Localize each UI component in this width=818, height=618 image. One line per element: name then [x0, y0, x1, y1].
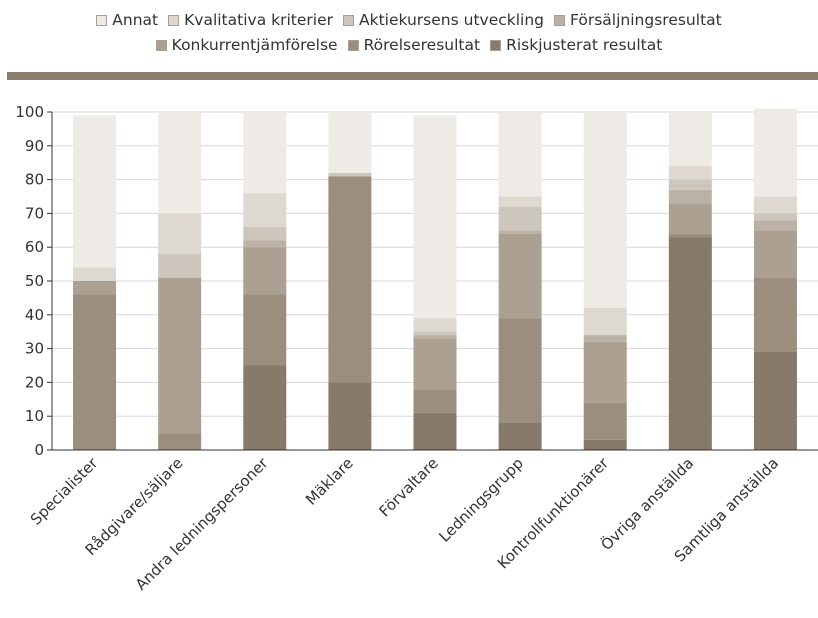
bar-segment [413, 412, 457, 450]
bar-segment [668, 237, 712, 450]
legend-item: Aktiekursens utveckling [342, 8, 545, 33]
legend-label: Konkurrentjämförelse [171, 36, 338, 54]
legend-item: Kvalitativa kriterier [168, 8, 333, 33]
bar-segment [498, 318, 542, 423]
bar-segment [73, 281, 117, 295]
y-tick-label: 40 [25, 306, 44, 324]
bar-segment [753, 351, 797, 450]
divider-bar [7, 72, 818, 80]
legend-item: Riskjusterat resultat [490, 33, 662, 58]
bar-segment [583, 335, 627, 342]
bar-segment [668, 203, 712, 234]
y-tick-label: 80 [25, 171, 44, 189]
legend-row: Konkurrentjämförelse Rörelseresultat Riskj… [0, 33, 818, 58]
bar-segment [668, 189, 712, 204]
bar-segment [583, 112, 627, 309]
legend-label: Riskjusterat resultat [506, 36, 663, 54]
bar-segment [73, 115, 117, 268]
bar-segment [243, 294, 287, 366]
bar-segment [158, 253, 202, 278]
bar-segment [583, 439, 627, 450]
bar-segment [158, 112, 202, 214]
bar-segment [668, 112, 712, 167]
bar-segment [328, 112, 372, 173]
legend-item: Konkurrentjämförelse [155, 33, 338, 58]
legend-label: Aktiekursens utveckling [358, 11, 545, 29]
y-tick-label: 50 [25, 272, 44, 290]
legend-swatch-icon [490, 40, 502, 51]
legend-item: Rörelseresultat [347, 33, 481, 58]
bar-segment [583, 402, 627, 440]
legend-label: Annat [112, 11, 159, 29]
bar-segment [328, 382, 372, 450]
bar-segment [753, 277, 797, 352]
y-tick-label: 90 [25, 137, 44, 155]
legend-swatch-icon [347, 40, 359, 51]
bar-segment [498, 422, 542, 450]
legend-label: Försäljningsresultat [570, 11, 722, 29]
bar-segment [328, 172, 372, 177]
legend-swatch-icon [155, 40, 167, 51]
chart-legend: Annat Kvalitativa kriterier Aktiekursens u… [0, 8, 818, 58]
bar-segment [413, 318, 457, 332]
bar-segment [583, 341, 627, 403]
category-label: Förvaltare [375, 454, 441, 520]
bar-segment [158, 213, 202, 254]
bar-segment [753, 230, 797, 278]
stacked-bar-chart: 0102030405060708090100SpecialisterRådgiv… [15, 103, 818, 594]
y-tick-label: 100 [15, 103, 44, 121]
y-tick-label: 60 [25, 238, 44, 256]
bar-segment [158, 433, 202, 450]
bar-segment [413, 331, 457, 336]
bar-segment [498, 112, 542, 197]
bar-segment [668, 166, 712, 180]
bar-segment [243, 247, 287, 295]
bar-segment [498, 196, 542, 207]
bar-segment [668, 233, 712, 238]
bar-segment [753, 108, 797, 197]
y-tick-label: 20 [25, 373, 44, 391]
bar-segment [243, 240, 287, 248]
bar-segment [753, 220, 797, 231]
y-tick-label: 70 [25, 204, 44, 222]
bar-segment [243, 193, 287, 227]
bar-segment [158, 277, 202, 434]
bar-segment [413, 389, 457, 413]
legend-item: Försäljningsresultat [554, 8, 722, 33]
bar-segment [668, 179, 712, 190]
bar-segment [753, 213, 797, 221]
bar-segment [243, 365, 287, 450]
y-tick-label: 10 [25, 407, 44, 425]
legend-item: Annat [96, 8, 158, 33]
bar-segment [328, 176, 372, 383]
category-label: Övriga anställda [597, 453, 698, 554]
category-label: Mäklare [302, 454, 357, 509]
bar-segment [753, 196, 797, 214]
bar-segment [498, 230, 542, 234]
legend-label: Kvalitativa kriterier [184, 11, 333, 29]
legend-swatch-icon [168, 15, 180, 26]
legend-label: Rörelseresultat [363, 36, 481, 54]
legend-swatch-icon [96, 15, 108, 26]
bar-segment [413, 335, 457, 339]
y-tick-label: 0 [34, 441, 44, 459]
category-label: Ledningsgrupp [435, 454, 527, 546]
bar-segment [498, 206, 542, 231]
bar-segment [498, 233, 542, 319]
bar-segment [413, 115, 457, 319]
bar-segment [413, 338, 457, 390]
bar-segment [583, 308, 627, 336]
bar-segment [243, 226, 287, 241]
legend-swatch-icon [342, 15, 354, 26]
legend-row: Annat Kvalitativa kriterier Aktiekursens u… [0, 8, 818, 33]
bar-segment [73, 294, 117, 450]
bar-segment [243, 112, 287, 194]
y-tick-label: 30 [25, 340, 44, 358]
category-label: Specialister [27, 454, 102, 529]
bar-segment [73, 267, 117, 281]
legend-swatch-icon [554, 15, 566, 26]
